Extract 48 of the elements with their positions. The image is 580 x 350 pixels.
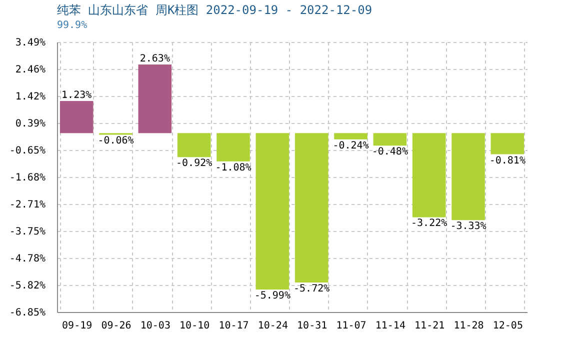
bar [138, 64, 172, 134]
data-label: -5.72% [294, 283, 330, 294]
x-tick-label: 11-21 [414, 320, 445, 332]
data-label: -5.99% [254, 290, 290, 302]
data-label: -3.33% [450, 221, 486, 232]
y-tick-label: -5.82% [9, 280, 46, 292]
bar [60, 101, 94, 134]
y-tick-label: -2.71% [9, 199, 46, 210]
y-tick-label: -3.75% [9, 226, 46, 238]
x-tick-label: 09-19 [62, 320, 92, 332]
y-tick-label: 2.46% [15, 64, 46, 76]
data-label: -0.81% [489, 155, 526, 166]
bar [177, 133, 211, 158]
x-tick-label: 11-28 [454, 320, 484, 332]
x-tick-label: 12-05 [492, 320, 523, 332]
bar [334, 133, 368, 140]
x-tick-label: 11-14 [375, 320, 406, 332]
data-label: -3.22% [411, 218, 448, 230]
data-label: -0.92% [176, 158, 212, 170]
x-tick-label: 10-31 [297, 320, 328, 332]
y-tick-label: -1.68% [9, 172, 46, 184]
data-label: 2.63% [140, 53, 170, 64]
y-tick-label: -6.85% [9, 308, 46, 318]
y-tick-label: 3.49% [15, 38, 46, 48]
y-tick-label: -0.65% [9, 146, 46, 157]
x-tick-label: 10-03 [140, 320, 170, 332]
bar [216, 133, 250, 162]
data-label: -1.08% [215, 162, 252, 174]
x-tick-label: 10-10 [180, 320, 210, 332]
data-label: -0.48% [372, 146, 408, 158]
y-tick-label: 1.42% [15, 92, 46, 103]
chart-subtitle: 99.9% [57, 20, 88, 31]
x-tick-label: 10-24 [258, 320, 288, 332]
bar [294, 133, 328, 282]
data-label: 1.23% [62, 90, 92, 102]
chart-title: 纯苯 山东山东省 周K柱图 2022-09-19 - 2022-12-09 [57, 3, 372, 17]
bar [412, 133, 446, 218]
x-tick-label: 10-17 [218, 320, 249, 332]
x-tick-label: 11-07 [336, 320, 366, 332]
bar [256, 133, 290, 290]
y-tick-label: -4.78% [9, 253, 46, 264]
bar [373, 133, 407, 146]
bar [452, 133, 485, 220]
x-tick-label: 09-26 [101, 320, 132, 332]
bar [490, 133, 524, 154]
data-label: -0.24% [332, 140, 369, 152]
data-label: -0.06% [98, 136, 134, 147]
y-tick-label: 0.39% [15, 118, 46, 130]
